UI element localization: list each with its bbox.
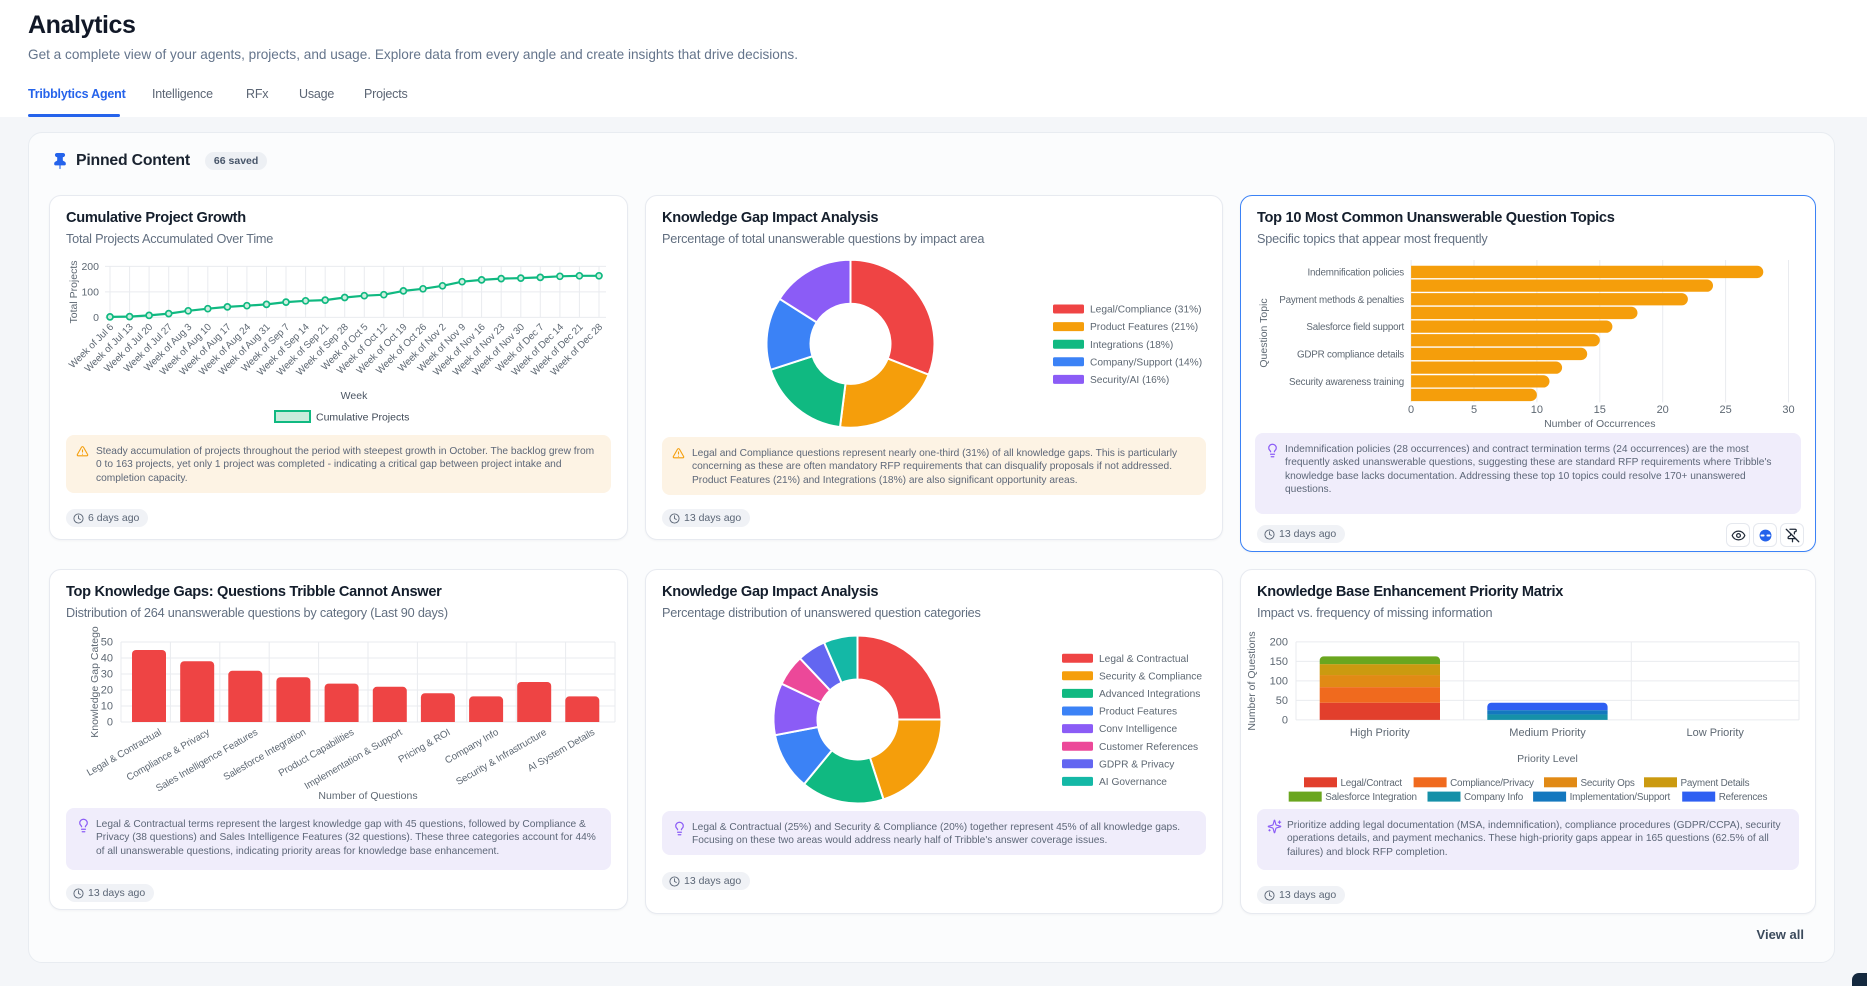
svg-text:10: 10: [1531, 404, 1543, 416]
svg-text:Integrations (18%): Integrations (18%): [1090, 340, 1173, 351]
svg-text:Legal/Contract: Legal/Contract: [1341, 778, 1403, 789]
svg-text:20: 20: [101, 685, 113, 697]
svg-text:50: 50: [1276, 695, 1288, 707]
svg-text:Payment methods & penalties: Payment methods & penalties: [1279, 295, 1404, 306]
svg-text:Company/Support (14%): Company/Support (14%): [1090, 357, 1202, 368]
svg-text:Security awareness training: Security awareness training: [1289, 377, 1404, 388]
svg-text:Week: Week: [341, 390, 368, 402]
svg-text:30: 30: [101, 669, 113, 681]
svg-text:100: 100: [1270, 676, 1288, 688]
svg-text:200: 200: [81, 261, 99, 273]
svg-text:Product Features: Product Features: [1099, 707, 1177, 718]
svg-text:Question Topic: Question Topic: [1258, 298, 1270, 367]
svg-text:AI Governance: AI Governance: [1099, 777, 1167, 788]
svg-text:0: 0: [1408, 404, 1414, 416]
svg-text:Number of Occurrences: Number of Occurrences: [1544, 418, 1655, 430]
svg-text:Number of Questions: Number of Questions: [1246, 631, 1258, 730]
svg-text:0: 0: [107, 717, 113, 729]
svg-text:Low Priority: Low Priority: [1686, 727, 1744, 739]
svg-text:Compliance/Privacy: Compliance/Privacy: [1450, 778, 1534, 789]
svg-text:High Priority: High Priority: [1350, 727, 1410, 739]
svg-text:0: 0: [1282, 715, 1288, 727]
svg-text:15: 15: [1594, 404, 1606, 416]
svg-text:30: 30: [1782, 404, 1794, 416]
svg-text:Priority Level: Priority Level: [1517, 753, 1578, 765]
svg-text:Cumulative Projects: Cumulative Projects: [316, 412, 409, 424]
svg-text:Salesforce Integration: Salesforce Integration: [222, 727, 308, 783]
svg-text:Indemnification policies: Indemnification policies: [1308, 268, 1405, 279]
svg-text:Knowledge Gap Catego: Knowledge Gap Catego: [89, 626, 101, 738]
svg-text:Legal/Compliance (31%): Legal/Compliance (31%): [1090, 305, 1202, 316]
svg-text:Total Projects: Total Projects: [68, 260, 80, 323]
svg-text:Number of Questions: Number of Questions: [318, 790, 417, 802]
svg-text:Advanced Integrations: Advanced Integrations: [1099, 689, 1200, 700]
svg-text:Payment Details: Payment Details: [1681, 778, 1750, 789]
svg-text:Security & Compliance: Security & Compliance: [1099, 671, 1202, 682]
svg-text:20: 20: [1657, 404, 1669, 416]
svg-text:150: 150: [1270, 656, 1288, 668]
svg-text:Implementation/Support: Implementation/Support: [1570, 792, 1671, 803]
svg-text:Company Info: Company Info: [1464, 792, 1524, 803]
svg-text:200: 200: [1270, 637, 1288, 649]
svg-text:Customer References: Customer References: [1099, 742, 1198, 753]
svg-text:10: 10: [101, 701, 113, 713]
svg-text:Salesforce field support: Salesforce field support: [1306, 322, 1404, 333]
svg-text:Security/AI (16%): Security/AI (16%): [1090, 375, 1169, 386]
svg-text:5: 5: [1471, 404, 1477, 416]
svg-text:Conv Intelligence: Conv Intelligence: [1099, 724, 1177, 735]
svg-text:Security & Infrastructure: Security & Infrastructure: [454, 727, 549, 788]
svg-text:GDPR & Privacy: GDPR & Privacy: [1099, 759, 1175, 770]
svg-text:Legal & Contractual: Legal & Contractual: [1099, 654, 1188, 665]
svg-text:Compliance & Privacy: Compliance & Privacy: [125, 727, 212, 784]
svg-text:GDPR compliance details: GDPR compliance details: [1297, 350, 1404, 361]
svg-text:100: 100: [81, 287, 99, 299]
svg-text:Product Features (21%): Product Features (21%): [1090, 322, 1198, 333]
svg-text:References: References: [1719, 792, 1768, 803]
svg-text:25: 25: [1719, 404, 1731, 416]
svg-text:40: 40: [101, 653, 113, 665]
svg-text:Security Ops: Security Ops: [1581, 778, 1635, 789]
svg-text:50: 50: [101, 637, 113, 649]
svg-text:Medium Priority: Medium Priority: [1509, 727, 1586, 739]
svg-text:0: 0: [93, 312, 99, 324]
svg-text:Salesforce Integration: Salesforce Integration: [1325, 792, 1417, 803]
